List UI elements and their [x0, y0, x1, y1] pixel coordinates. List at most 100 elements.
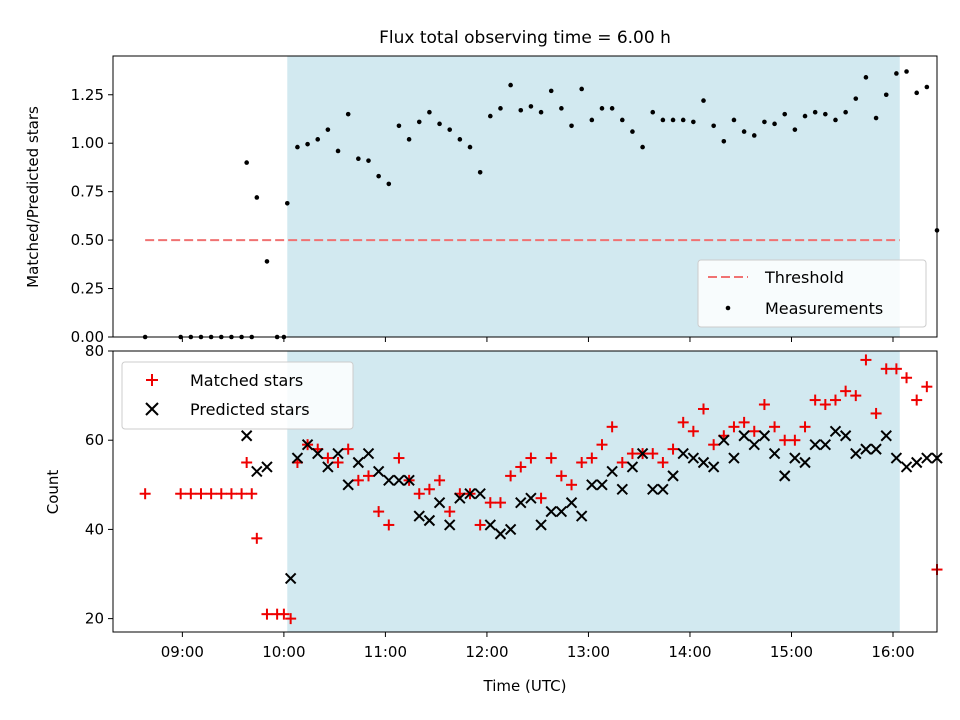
measurement-point — [914, 90, 919, 96]
bottom-panel: 20 40 60 80 09:00 10:00 11:00 12:00 13:00 14:00 1… — [44, 342, 943, 695]
bottom-shaded-span — [287, 351, 900, 632]
matched-stars-point — [434, 474, 446, 486]
measurement-point — [427, 109, 432, 115]
x-tick-label: 12:00 — [465, 643, 508, 661]
predicted-stars-point — [606, 465, 618, 478]
measurement-point — [396, 123, 402, 129]
matched-stars-point — [241, 457, 253, 469]
bottom-y-ticks: 20 40 60 80 — [85, 342, 113, 628]
matched-stars-point — [393, 452, 405, 464]
matched-stars-point — [278, 608, 290, 620]
measurement-point — [853, 96, 859, 101]
matched-stars-point — [139, 488, 151, 500]
predicted-stars-point — [291, 452, 304, 464]
predicted-stars-point — [890, 452, 903, 464]
predicted-stars-point — [454, 492, 466, 504]
matched-stars-point — [362, 470, 374, 482]
measurement-point — [894, 71, 899, 76]
predicted-stars-point — [332, 447, 344, 460]
matched-stars-point — [677, 416, 689, 428]
matched-stars-point — [525, 452, 537, 464]
predicted-stars-point — [647, 483, 659, 495]
measurement-point — [305, 141, 310, 147]
measurement-point — [315, 137, 321, 142]
predicted-stars-point — [768, 447, 781, 460]
matched-stars-point — [657, 457, 669, 469]
matched-stars-point — [236, 488, 248, 500]
predicted-stars-point — [718, 434, 730, 446]
top-legend-box — [697, 259, 927, 328]
matched-stars-point — [860, 354, 872, 366]
matched-stars-point — [195, 488, 207, 500]
matched-stars-point — [596, 439, 608, 451]
predicted-stars-point — [697, 456, 710, 469]
predicted-stars-point — [748, 438, 760, 451]
matched-stars-point — [698, 403, 710, 415]
predicted-stars-point — [728, 452, 740, 464]
measurement-point — [691, 119, 696, 125]
matched-stars-point — [728, 421, 740, 433]
predicted-stars-point — [284, 572, 297, 585]
predicted-stars-point — [779, 470, 791, 482]
measurement-point — [406, 137, 412, 142]
matched-stars-point — [789, 434, 801, 446]
matched-stars-point — [606, 421, 618, 433]
matched-stars-point — [413, 488, 425, 500]
predicted-stars-point — [657, 483, 669, 495]
bottom-y-axis-label: Count — [44, 470, 62, 515]
measurement-point — [488, 113, 493, 119]
measurement-point — [660, 117, 666, 123]
predicted-stars-point — [352, 456, 365, 469]
y-tick-label: 1.00 — [71, 134, 104, 152]
matched-stars-point — [840, 385, 852, 397]
bottom-plot-frame — [112, 350, 938, 633]
predicted-stars-point — [393, 474, 405, 487]
predicted-stars-point — [322, 461, 334, 473]
measurement-point — [345, 111, 351, 117]
measurement-point — [741, 129, 747, 134]
predicted-stars-point — [575, 510, 588, 522]
x-tick-label: 10:00 — [262, 643, 305, 661]
predicted-stars-point — [261, 461, 273, 473]
predicted-stars-point — [413, 510, 425, 522]
predicted-stars-point — [850, 447, 862, 460]
top-panel: 0.00 0.25 0.50 0.75 1.00 1.25 Flux total obse… — [24, 28, 940, 346]
matched-stars-point — [251, 532, 263, 544]
measurement-point — [325, 127, 331, 132]
matched-stars-point — [261, 608, 273, 620]
predicted-stars-point — [433, 496, 446, 509]
y-tick-label: 20 — [85, 610, 104, 628]
measurement-point — [284, 200, 290, 206]
matched-stars-point — [586, 452, 598, 464]
matched-stars-point — [901, 372, 913, 384]
measurement-point — [599, 106, 605, 111]
predicted-stars-point — [555, 505, 568, 518]
legend-measurements-swatch — [725, 305, 731, 311]
y-tick-label: 0.25 — [71, 280, 104, 298]
predicted-stars-point — [596, 479, 608, 491]
top-plot-frame — [112, 55, 938, 338]
measurement-point — [386, 181, 392, 187]
y-tick-label: 40 — [85, 520, 104, 538]
measurement-point — [264, 259, 270, 264]
predicted-stars-point — [829, 425, 842, 437]
top-y-axis-label: Matched/Predicted stars — [24, 106, 42, 288]
predicted-stars-point — [565, 496, 578, 509]
predicted-stars-point — [494, 528, 507, 540]
matched-stars-point — [332, 457, 344, 469]
measurement-point — [670, 117, 676, 123]
matched-stars-point — [911, 394, 923, 406]
measurement-point — [528, 104, 534, 109]
measurement-point — [559, 106, 564, 111]
measurement-point — [508, 82, 513, 88]
x-tick-label: 09:00 — [161, 643, 204, 661]
matched-stars-point — [616, 457, 628, 469]
measurement-point — [579, 86, 584, 92]
legend-matched-label: Matched stars — [190, 371, 303, 390]
measurement-point — [731, 117, 737, 123]
measurement-point — [792, 127, 798, 132]
legend-matched-swatch — [146, 374, 158, 386]
predicted-stars-point — [860, 443, 872, 455]
matched-stars-point — [576, 457, 588, 469]
predicted-stars-point — [443, 519, 456, 531]
